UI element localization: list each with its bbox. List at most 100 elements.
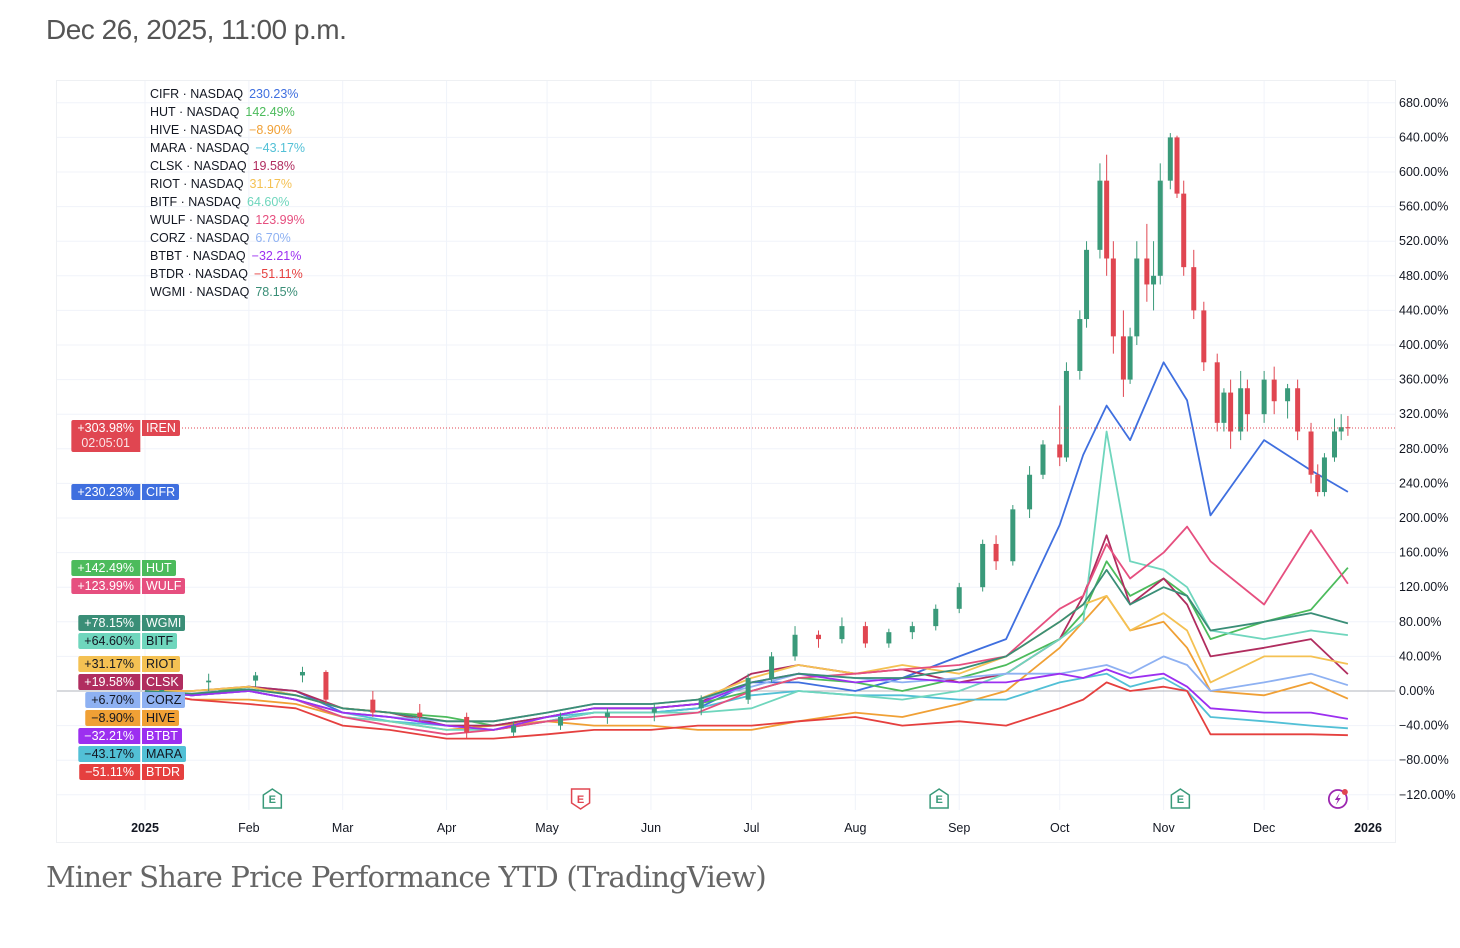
legend-exchange: NASDAQ — [188, 195, 241, 209]
candle-body — [651, 708, 657, 713]
legend-item-wgmi[interactable]: WGMI · NASDAQ 78.15% — [150, 285, 298, 299]
candle-body — [1010, 509, 1016, 562]
candle-body — [1063, 370, 1069, 458]
candle-body — [839, 626, 845, 640]
legend-item-bitf[interactable]: BITF · NASDAQ 64.60% — [150, 195, 290, 209]
candle-body — [1345, 427, 1351, 429]
legend-value: 6.70% — [255, 231, 291, 245]
price-tag-percent: −51.11% — [85, 765, 134, 780]
legend-exchange: NASDAQ — [193, 159, 247, 173]
legend-item-cifr[interactable]: CIFR · NASDAQ 230.23% — [150, 87, 299, 101]
price-tag-value: −51.11% — [79, 764, 140, 781]
price-tag-symbol: BITF — [142, 633, 178, 650]
price-tag-percent: +123.99% — [77, 578, 134, 593]
legend-item-btdr[interactable]: BTDR · NASDAQ −51.11% — [150, 267, 303, 281]
legend-exchange: NASDAQ — [186, 105, 240, 119]
y-tick-label: 640.00% — [1399, 130, 1448, 144]
price-tag-symbol: WULF — [142, 577, 186, 594]
price-tag-symbol: HIVE — [142, 710, 180, 727]
price-tag-percent: −43.17% — [84, 747, 134, 762]
candle-body — [1338, 427, 1344, 432]
x-tick-label: Sep — [948, 821, 970, 835]
candle-body — [370, 699, 376, 713]
candle-body — [299, 671, 305, 676]
y-tick-label: 80.00% — [1399, 615, 1441, 629]
series-line-btdr — [144, 681, 1348, 740]
legend-item-wulf[interactable]: WULF · NASDAQ 123.99% — [150, 213, 305, 227]
y-tick-label: 480.00% — [1399, 269, 1448, 283]
candle-body — [1084, 249, 1090, 320]
price-tag-percent: +6.70% — [91, 693, 134, 708]
earnings-label: E — [935, 794, 942, 806]
legend-item-clsk[interactable]: CLSK · NASDAQ 19.58% — [150, 159, 295, 173]
candle-body — [1285, 388, 1291, 402]
legend-item-hut[interactable]: HUT · NASDAQ 142.49% — [150, 105, 295, 119]
price-tag-value: −32.21% — [78, 728, 140, 745]
legend-item-btbt[interactable]: BTBT · NASDAQ −32.21% — [150, 249, 302, 263]
y-tick-label: 400.00% — [1399, 338, 1448, 352]
y-tick-label: 680.00% — [1399, 96, 1448, 110]
legend-value: −51.11% — [253, 267, 303, 281]
price-tag-percent: +303.98% — [77, 421, 134, 436]
candle-body — [698, 699, 704, 709]
candle-body — [1077, 319, 1083, 371]
y-tick-label: 360.00% — [1399, 373, 1448, 387]
earnings-icon: E — [262, 788, 283, 809]
candle-body — [1321, 457, 1327, 493]
legend-value: −8.90% — [249, 123, 292, 137]
price-tag-percent: +31.17% — [84, 657, 134, 672]
legend-exchange: NASDAQ — [190, 123, 244, 137]
candle-body — [1244, 388, 1250, 415]
legend-value: −43.17% — [255, 141, 306, 155]
price-tag-value: +303.98% 02:05:01 — [71, 420, 140, 453]
x-tick-label: 2025 — [131, 821, 159, 835]
candle-body — [1221, 392, 1227, 423]
earnings-marker — [929, 788, 949, 809]
x-tick-label: Dec — [1253, 821, 1275, 835]
candle-body — [1228, 392, 1234, 432]
legend-item-hive[interactable]: HIVE · NASDAQ −8.90% — [150, 123, 292, 137]
y-tick-label: −80.00% — [1399, 753, 1449, 767]
candle-body — [745, 678, 751, 700]
x-tick-label: Jun — [641, 821, 661, 835]
legend-item-riot[interactable]: RIOT · NASDAQ 31.17% — [150, 177, 292, 191]
candle-body — [1057, 444, 1063, 458]
legend-value: 142.49% — [245, 105, 295, 119]
legend-value: 230.23% — [249, 87, 299, 101]
y-tick-label: 440.00% — [1399, 303, 1448, 317]
earnings-label: E — [269, 794, 276, 806]
legend-symbol: BTDR — [150, 267, 185, 281]
candle-body — [323, 671, 329, 700]
y-tick-label: 320.00% — [1399, 407, 1448, 421]
candle-body — [886, 632, 892, 644]
candle-body — [1027, 474, 1033, 510]
legend-symbol: WULF — [150, 213, 186, 227]
legend-value: 78.15% — [255, 285, 298, 299]
legend-item-corz[interactable]: CORZ · NASDAQ 6.70% — [150, 231, 291, 245]
candle-body — [1308, 431, 1314, 475]
candle-body — [1097, 180, 1103, 250]
countdown: 02:05:01 — [81, 436, 130, 451]
legend-item-mara[interactable]: MARA · NASDAQ −43.17% — [150, 141, 306, 155]
y-tick-label: 560.00% — [1399, 200, 1448, 214]
x-tick-label: Oct — [1050, 821, 1070, 835]
candle-body — [1201, 310, 1207, 363]
notification-dot — [1341, 789, 1348, 795]
price-tag-percent: +230.23% — [77, 484, 134, 499]
candle-body — [1295, 388, 1301, 432]
legend-symbol: WGMI — [150, 285, 186, 299]
price-tag-percent: +142.49% — [77, 560, 134, 575]
legend-symbol: BITF — [150, 195, 178, 209]
price-tag-value: +6.70% — [85, 692, 140, 709]
chart-legend: CIFR · NASDAQ 230.23% HUT · NASDAQ 142.49% H… — [150, 85, 305, 301]
x-tick-label: Nov — [1152, 821, 1175, 835]
legend-exchange: NASDAQ — [195, 267, 248, 281]
price-tag-value: +230.23% — [71, 483, 140, 500]
price-tag-symbol: CLSK — [142, 674, 183, 691]
price-tag-symbol: MARA — [142, 746, 187, 763]
y-tick-label: 280.00% — [1399, 442, 1448, 456]
legend-symbol: CORZ — [150, 231, 186, 245]
candle-body — [1271, 379, 1277, 402]
price-tag-symbol: WGMI — [142, 615, 186, 632]
